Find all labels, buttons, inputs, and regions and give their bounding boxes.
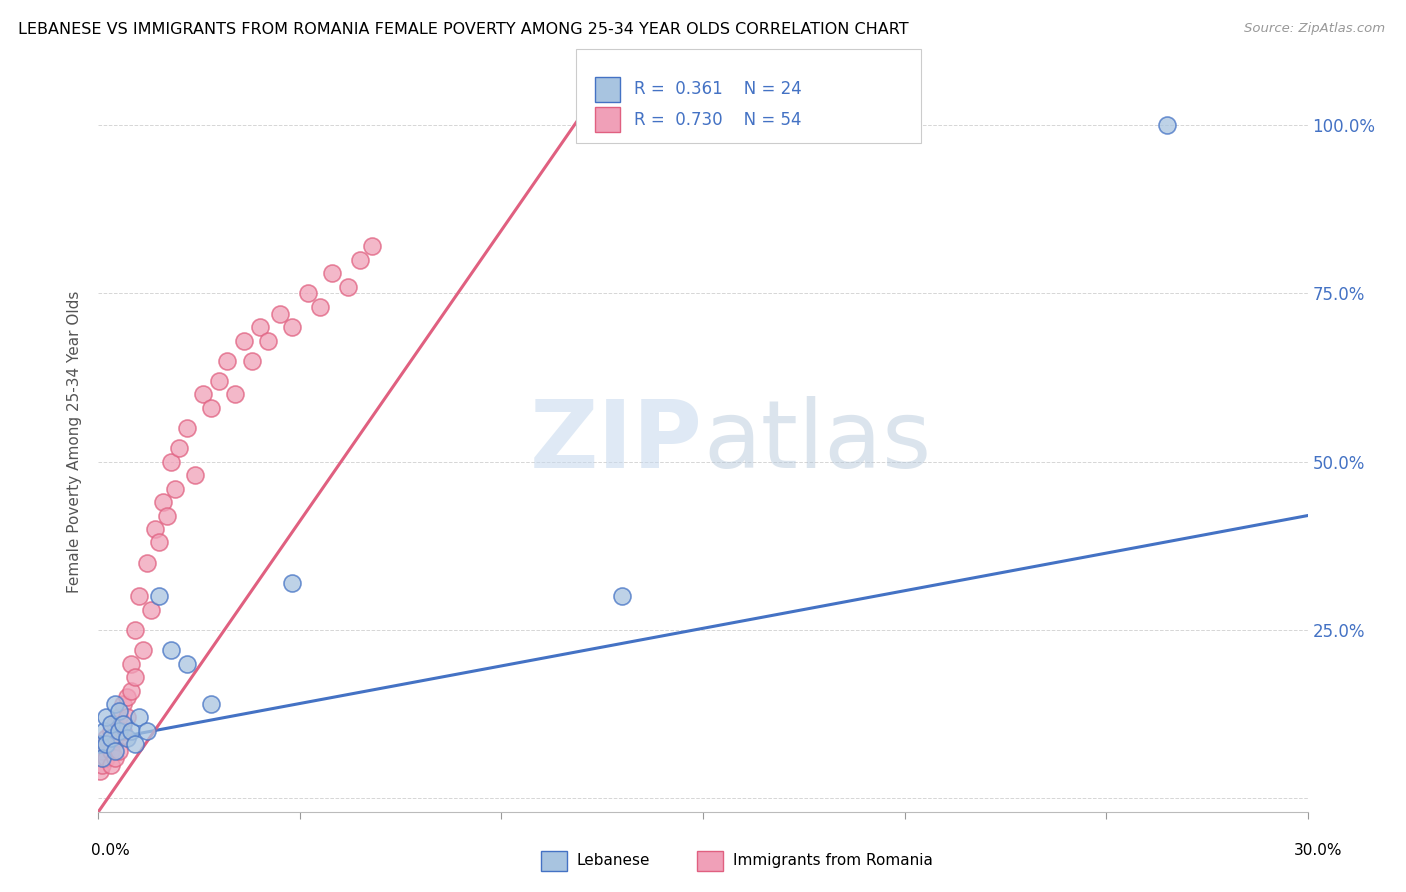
- Point: [163, 482, 186, 496]
- Point: [115, 731, 138, 745]
- Point: [128, 710, 150, 724]
- Point: [143, 522, 166, 536]
- Point: [135, 723, 157, 738]
- Point: [208, 374, 231, 388]
- Point: [103, 717, 125, 731]
- Point: [96, 738, 118, 752]
- Point: [120, 657, 142, 671]
- Point: [321, 266, 343, 280]
- Point: [111, 717, 134, 731]
- Point: [107, 731, 129, 745]
- Text: Source: ZipAtlas.com: Source: ZipAtlas.com: [1244, 22, 1385, 36]
- Text: 30.0%: 30.0%: [1295, 844, 1343, 858]
- Point: [193, 387, 215, 401]
- Point: [96, 751, 118, 765]
- Point: [91, 757, 114, 772]
- Point: [111, 723, 134, 738]
- Point: [96, 738, 118, 752]
- Y-axis label: Female Poverty Among 25-34 Year Olds: Female Poverty Among 25-34 Year Olds: [67, 291, 83, 592]
- Point: [124, 623, 146, 637]
- Text: atlas: atlas: [703, 395, 931, 488]
- Point: [93, 723, 115, 738]
- Point: [297, 286, 319, 301]
- Point: [115, 690, 138, 705]
- Point: [281, 575, 304, 590]
- Point: [128, 590, 150, 604]
- Point: [256, 334, 278, 348]
- Point: [176, 657, 198, 671]
- Point: [91, 744, 114, 758]
- Point: [100, 744, 122, 758]
- Point: [249, 320, 271, 334]
- Point: [148, 590, 170, 604]
- Point: [103, 731, 125, 745]
- Text: LEBANESE VS IMMIGRANTS FROM ROMANIA FEMALE POVERTY AMONG 25-34 YEAR OLDS CORRELA: LEBANESE VS IMMIGRANTS FROM ROMANIA FEMA…: [18, 22, 908, 37]
- Text: ZIP: ZIP: [530, 395, 703, 488]
- Point: [309, 300, 332, 314]
- Point: [361, 239, 384, 253]
- Point: [107, 744, 129, 758]
- Point: [1156, 118, 1178, 132]
- Text: Immigrants from Romania: Immigrants from Romania: [733, 854, 932, 868]
- Point: [124, 670, 146, 684]
- Point: [107, 723, 129, 738]
- Point: [176, 421, 198, 435]
- Point: [120, 683, 142, 698]
- Point: [107, 710, 129, 724]
- Point: [111, 697, 134, 711]
- Point: [337, 279, 360, 293]
- Point: [103, 744, 125, 758]
- Text: R =  0.361    N = 24: R = 0.361 N = 24: [634, 80, 801, 98]
- Point: [160, 643, 183, 657]
- Point: [200, 401, 222, 415]
- Point: [100, 723, 122, 738]
- Point: [91, 751, 114, 765]
- Point: [224, 387, 246, 401]
- Point: [184, 468, 207, 483]
- Point: [240, 353, 263, 368]
- Text: 0.0%: 0.0%: [91, 844, 131, 858]
- Point: [200, 697, 222, 711]
- Point: [139, 603, 162, 617]
- Point: [103, 751, 125, 765]
- Point: [100, 717, 122, 731]
- Point: [115, 710, 138, 724]
- Text: Lebanese: Lebanese: [576, 854, 650, 868]
- Point: [612, 590, 634, 604]
- Point: [217, 353, 239, 368]
- Point: [100, 757, 122, 772]
- Point: [89, 764, 111, 779]
- Text: R =  0.730    N = 54: R = 0.730 N = 54: [634, 111, 801, 128]
- Point: [89, 738, 111, 752]
- Point: [167, 442, 190, 456]
- Point: [156, 508, 179, 523]
- Point: [349, 252, 371, 267]
- Point: [91, 751, 114, 765]
- Point: [160, 455, 183, 469]
- Point: [269, 307, 291, 321]
- Point: [96, 710, 118, 724]
- Point: [103, 697, 125, 711]
- Point: [124, 738, 146, 752]
- Point: [135, 556, 157, 570]
- Point: [152, 495, 174, 509]
- Point: [96, 731, 118, 745]
- Point: [100, 731, 122, 745]
- Point: [232, 334, 254, 348]
- Point: [132, 643, 155, 657]
- Point: [148, 535, 170, 549]
- Point: [120, 723, 142, 738]
- Point: [281, 320, 304, 334]
- Point: [107, 704, 129, 718]
